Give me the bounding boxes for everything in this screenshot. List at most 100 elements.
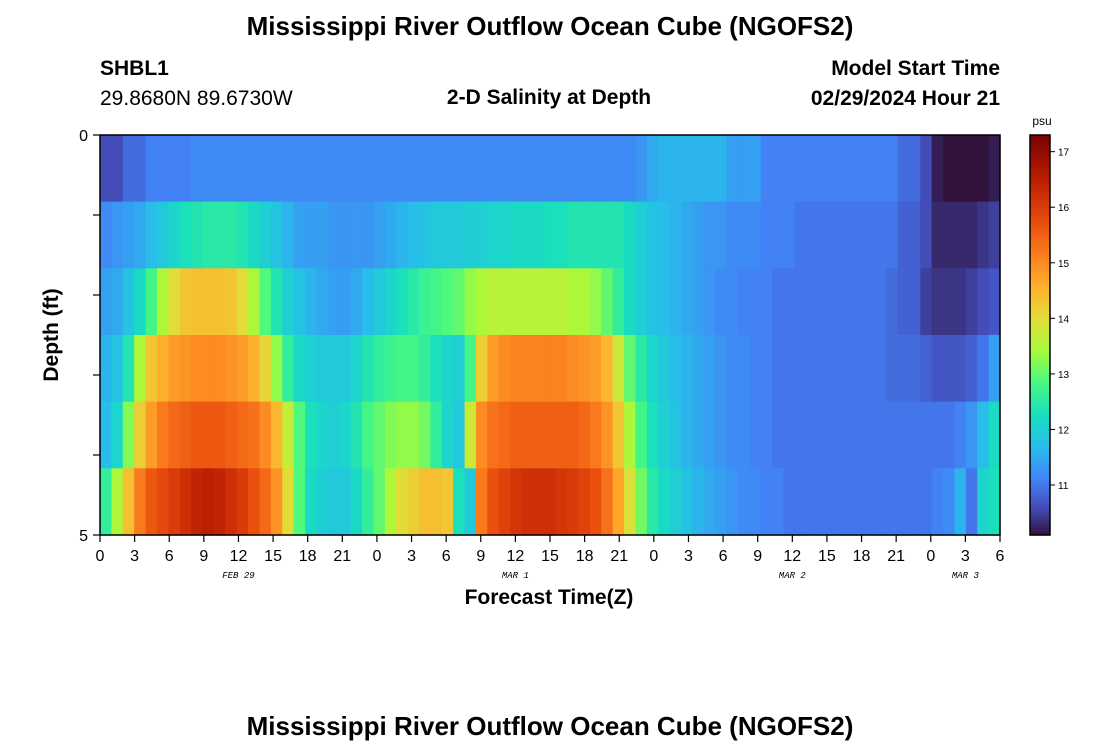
colorbar-swatch bbox=[1030, 347, 1050, 352]
heatmap-cell bbox=[225, 135, 238, 203]
heatmap-cell bbox=[715, 268, 728, 336]
heatmap-cell bbox=[122, 135, 135, 203]
x-tick-label: 12 bbox=[506, 548, 524, 565]
heatmap-cell bbox=[943, 401, 956, 469]
heatmap-cell bbox=[544, 468, 557, 536]
heatmap-cell bbox=[521, 401, 534, 469]
colorbar-swatch bbox=[1030, 151, 1050, 156]
heatmap-cell bbox=[339, 201, 352, 269]
heatmap-cell bbox=[316, 201, 329, 269]
heatmap-cell bbox=[681, 401, 693, 469]
figure-title: Mississippi River Outflow Ocean Cube (NG… bbox=[247, 11, 854, 41]
colorbar-swatch bbox=[1030, 251, 1050, 256]
colorbar-swatch bbox=[1030, 379, 1050, 384]
heatmap-cell bbox=[100, 201, 112, 269]
colorbar-swatch bbox=[1030, 511, 1050, 516]
x-tick-label: 9 bbox=[199, 548, 208, 565]
heatmap-cell bbox=[601, 468, 614, 536]
heatmap-cell bbox=[453, 401, 466, 469]
heatmap-cell bbox=[316, 268, 329, 336]
heatmap-cell bbox=[749, 201, 762, 269]
heatmap-cell bbox=[646, 268, 659, 336]
heatmap-cell bbox=[601, 335, 614, 403]
heatmap-cell bbox=[475, 335, 488, 403]
heatmap-cell bbox=[498, 201, 511, 269]
x-tick-label: 0 bbox=[649, 548, 658, 565]
colorbar-swatch bbox=[1030, 475, 1050, 480]
heatmap-cell bbox=[316, 468, 329, 536]
heatmap-cell bbox=[122, 468, 135, 536]
x-tick-label: 6 bbox=[719, 548, 728, 565]
colorbar-swatch bbox=[1030, 291, 1050, 296]
colorbar-swatch bbox=[1030, 507, 1050, 512]
heatmap-cell bbox=[703, 135, 716, 203]
heatmap-cell bbox=[578, 335, 591, 403]
heatmap-cell bbox=[658, 468, 671, 536]
heatmap-cell bbox=[248, 201, 261, 269]
heatmap-cell bbox=[886, 468, 899, 536]
heatmap-cell bbox=[453, 335, 466, 403]
colorbar-swatch bbox=[1030, 155, 1050, 160]
heatmap-cell bbox=[544, 201, 557, 269]
heatmap-cell bbox=[806, 401, 819, 469]
x-tick-label: 6 bbox=[165, 548, 174, 565]
heatmap-cell bbox=[418, 135, 431, 203]
x-tick-label: 3 bbox=[407, 548, 416, 565]
heatmap-cell bbox=[863, 201, 876, 269]
heatmap-cell bbox=[430, 135, 443, 203]
heatmap-cell bbox=[305, 468, 318, 536]
colorbar-swatch bbox=[1030, 519, 1050, 524]
heatmap-cell bbox=[111, 268, 124, 336]
heatmap-cell bbox=[213, 468, 226, 536]
colorbar-swatch bbox=[1030, 343, 1050, 348]
heatmap-cell bbox=[715, 335, 728, 403]
colorbar-swatch bbox=[1030, 327, 1050, 332]
heatmap-cell bbox=[749, 268, 762, 336]
heatmap-cell bbox=[487, 468, 500, 536]
colorbar-frame bbox=[1029, 134, 1051, 536]
day-label: MAR 1 bbox=[502, 571, 529, 581]
heatmap-cell bbox=[156, 335, 169, 403]
y-axis-label: Depth (ft) bbox=[40, 288, 63, 381]
heatmap-cell bbox=[464, 468, 477, 536]
heatmap-cell bbox=[794, 268, 807, 336]
heatmap-cell bbox=[669, 468, 682, 536]
heatmap-cell bbox=[886, 401, 899, 469]
colorbar-swatch bbox=[1030, 171, 1050, 176]
heatmap-cell bbox=[965, 401, 978, 469]
heatmap-cell bbox=[418, 468, 431, 536]
heatmap-cell bbox=[669, 268, 682, 336]
heatmap-cell bbox=[362, 201, 375, 269]
heatmap-cell bbox=[965, 468, 978, 536]
colorbar-tick-label: 15 bbox=[1058, 259, 1070, 270]
x-tick-label: 15 bbox=[818, 548, 836, 565]
heatmap-cell bbox=[202, 468, 215, 536]
heatmap-cell bbox=[418, 335, 431, 403]
heatmap-cell bbox=[851, 135, 864, 203]
colorbar-swatch bbox=[1030, 223, 1050, 228]
heatmap-cell bbox=[521, 135, 534, 203]
heatmap-cell bbox=[418, 268, 431, 336]
heatmap-cell bbox=[977, 268, 990, 336]
heatmap-cell bbox=[418, 401, 431, 469]
heatmap-cell bbox=[760, 268, 773, 336]
heatmap-cell bbox=[612, 401, 625, 469]
heatmap-cell bbox=[168, 401, 181, 469]
heatmap-cell bbox=[248, 401, 261, 469]
heatmap-cell bbox=[384, 468, 397, 536]
heatmap-cell bbox=[464, 268, 477, 336]
colorbar-swatch bbox=[1030, 391, 1050, 396]
heatmap-cell bbox=[282, 335, 295, 403]
heatmap-cell bbox=[760, 135, 773, 203]
heatmap-cell bbox=[635, 135, 648, 203]
heatmap-cell bbox=[772, 201, 785, 269]
heatmap-cell bbox=[988, 468, 1001, 536]
heatmap-cell bbox=[669, 401, 682, 469]
heatmap-cell bbox=[692, 135, 705, 203]
heatmap-cell bbox=[350, 335, 363, 403]
colorbar-swatch bbox=[1030, 331, 1050, 336]
heatmap-cell bbox=[783, 135, 796, 203]
heatmap-cell bbox=[236, 135, 249, 203]
heatmap-cell bbox=[567, 401, 580, 469]
heatmap-cell bbox=[339, 135, 352, 203]
